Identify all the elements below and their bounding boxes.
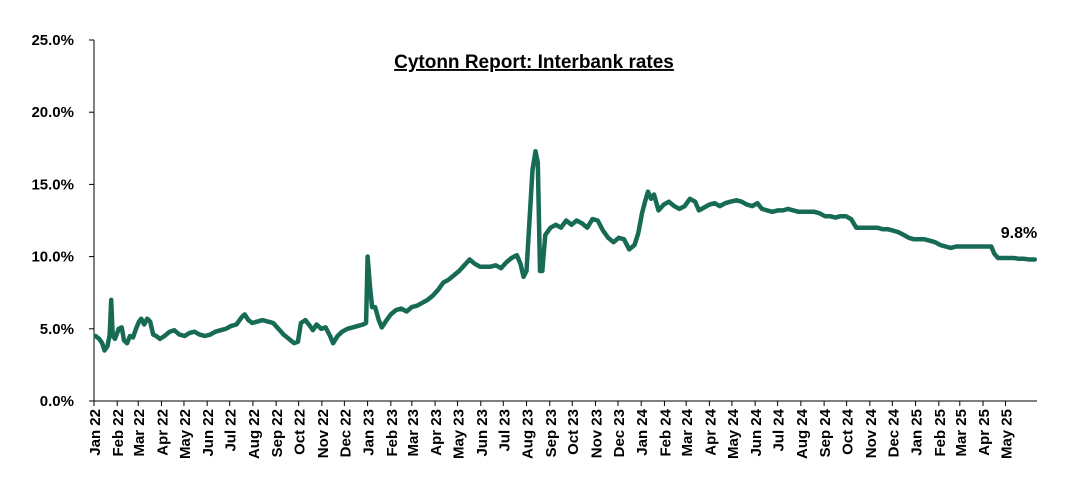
x-tick-label: Apr 22 [154, 409, 171, 456]
x-tick-label: Aug 24 [794, 408, 811, 459]
y-tick-label: 0.0% [40, 393, 74, 410]
last-value-label: 9.8% [1001, 225, 1037, 242]
x-tick-label: Jan 25 [909, 409, 926, 456]
x-tick-label: Sep 22 [269, 409, 286, 457]
x-tick-label: Jan 22 [87, 409, 104, 456]
x-tick-label: Nov 24 [863, 408, 880, 458]
y-tick-label: 15.0% [31, 176, 74, 193]
y-tick-label: 5.0% [40, 321, 74, 338]
x-tick-label: Apr 25 [976, 409, 993, 456]
x-tick-label: Dec 24 [885, 408, 902, 457]
x-tick-label: Sep 23 [543, 409, 560, 457]
x-tick-label: Apr 23 [428, 409, 445, 456]
x-tick-label: Nov 22 [315, 409, 332, 458]
x-tick-label: Mar 22 [131, 409, 148, 457]
y-tick-label: 20.0% [31, 104, 74, 121]
x-tick-label: Jul 22 [223, 409, 240, 452]
x-tick-label: May 25 [999, 409, 1016, 459]
x-tick-label: Oct 23 [565, 409, 582, 455]
x-tick-label: Jul 23 [496, 409, 513, 452]
x-tick-label: Oct 22 [292, 409, 309, 455]
series-line-interbank-rate [93, 148, 1038, 353]
x-tick-label: Jun 23 [474, 409, 491, 457]
y-axis: 0.0% 5.0% 10.0% 15.0% 20.0% 25.0% [31, 32, 95, 410]
x-tick-label: May 24 [725, 408, 742, 459]
x-tick-label: Feb 25 [932, 409, 949, 457]
x-tick-label: Feb 22 [110, 409, 127, 457]
x-tick-label: Nov 23 [588, 409, 605, 458]
x-tick-label: Mar 25 [953, 409, 970, 457]
x-tick-label: Feb 24 [657, 408, 674, 456]
x-tick-label: Sep 24 [817, 408, 834, 457]
y-tick-label: 25.0% [31, 32, 74, 49]
x-tick-label: Aug 23 [520, 409, 537, 459]
x-axis: Jan 22 Feb 22 Mar 22 Apr 22 May 22 Jun 22 Jul … [87, 400, 1037, 459]
x-tick-label: Jan 24 [634, 408, 651, 455]
x-tick-label: Jun 22 [200, 409, 217, 457]
y-tick-label: 10.0% [31, 249, 74, 266]
x-tick-label: Aug 22 [246, 409, 263, 459]
x-tick-label: Mar 23 [405, 409, 422, 457]
x-tick-label: Mar 24 [679, 408, 696, 456]
x-tick-label: Apr 24 [702, 408, 719, 455]
x-tick-label: Jun 24 [748, 408, 765, 456]
series-group [93, 148, 1038, 353]
x-tick-label: Jul 24 [771, 408, 788, 451]
chart-title: Cytonn Report: Interbank rates [394, 52, 674, 73]
x-tick-label: Dec 22 [337, 409, 354, 457]
x-tick-label: Jan 23 [361, 409, 378, 456]
x-tick-label: Feb 23 [384, 409, 401, 457]
x-tick-label: May 22 [177, 409, 194, 459]
x-tick-label: Oct 24 [840, 408, 857, 455]
x-tick-label: Dec 23 [611, 409, 628, 457]
x-tick-label: May 23 [451, 409, 468, 459]
